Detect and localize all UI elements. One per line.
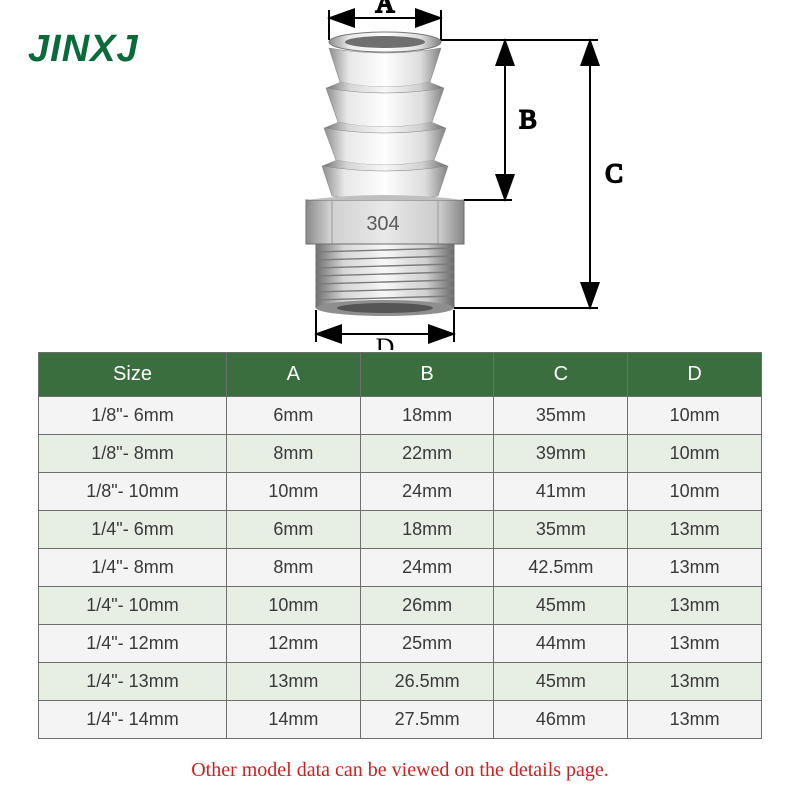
size-table-container: SizeABCD 1/8"- 6mm6mm18mm35mm10mm1/8"- 8… <box>38 352 762 739</box>
table-cell: 10mm <box>628 435 762 473</box>
table-row: 1/8"- 10mm10mm24mm41mm10mm <box>39 473 762 511</box>
table-cell: 26.5mm <box>360 663 494 701</box>
hose-barb-fitting: 304 <box>306 32 464 316</box>
table-cell: 14mm <box>226 701 360 739</box>
table-cell: 1/8"- 8mm <box>39 435 227 473</box>
table-cell: 10mm <box>628 473 762 511</box>
size-table: SizeABCD 1/8"- 6mm6mm18mm35mm10mm1/8"- 8… <box>38 352 762 739</box>
table-cell: 18mm <box>360 397 494 435</box>
table-cell: 13mm <box>628 625 762 663</box>
table-cell: 10mm <box>226 587 360 625</box>
table-cell: 12mm <box>226 625 360 663</box>
table-cell: 10mm <box>226 473 360 511</box>
table-cell: 45mm <box>494 587 628 625</box>
table-cell: 13mm <box>628 663 762 701</box>
table-cell: 1/4"- 13mm <box>39 663 227 701</box>
table-cell: 44mm <box>494 625 628 663</box>
dimension-diagram: 304 <box>0 0 800 350</box>
dim-label-a: A <box>376 0 395 18</box>
table-cell: 1/4"- 10mm <box>39 587 227 625</box>
table-cell: 26mm <box>360 587 494 625</box>
table-body: 1/8"- 6mm6mm18mm35mm10mm1/8"- 8mm8mm22mm… <box>39 397 762 739</box>
table-row: 1/4"- 14mm14mm27.5mm46mm13mm <box>39 701 762 739</box>
table-cell: 8mm <box>226 435 360 473</box>
table-cell: 24mm <box>360 473 494 511</box>
table-cell: 13mm <box>226 663 360 701</box>
table-cell: 1/4"- 6mm <box>39 511 227 549</box>
dim-label-d: D <box>376 333 395 350</box>
table-header-cell: C <box>494 353 628 397</box>
table-row: 1/8"- 6mm6mm18mm35mm10mm <box>39 397 762 435</box>
table-cell: 18mm <box>360 511 494 549</box>
footnote-text: Other model data can be viewed on the de… <box>0 759 800 782</box>
table-cell: 1/4"- 8mm <box>39 549 227 587</box>
table-cell: 6mm <box>226 511 360 549</box>
table-row: 1/4"- 13mm13mm26.5mm45mm13mm <box>39 663 762 701</box>
table-cell: 13mm <box>628 701 762 739</box>
table-header-cell: B <box>360 353 494 397</box>
table-row: 1/8"- 8mm8mm22mm39mm10mm <box>39 435 762 473</box>
table-cell: 46mm <box>494 701 628 739</box>
table-row: 1/4"- 10mm10mm26mm45mm13mm <box>39 587 762 625</box>
table-cell: 27.5mm <box>360 701 494 739</box>
material-stamp: 304 <box>366 213 399 235</box>
table-cell: 22mm <box>360 435 494 473</box>
table-header-cell: Size <box>39 353 227 397</box>
table-cell: 35mm <box>494 511 628 549</box>
dim-label-b: B <box>519 105 536 134</box>
table-cell: 39mm <box>494 435 628 473</box>
table-cell: 41mm <box>494 473 628 511</box>
table-row: 1/4"- 12mm12mm25mm44mm13mm <box>39 625 762 663</box>
table-cell: 24mm <box>360 549 494 587</box>
table-cell: 13mm <box>628 511 762 549</box>
dim-label-c: C <box>605 159 622 188</box>
table-cell: 25mm <box>360 625 494 663</box>
table-cell: 13mm <box>628 587 762 625</box>
table-cell: 1/8"- 6mm <box>39 397 227 435</box>
table-header-cell: A <box>226 353 360 397</box>
table-cell: 35mm <box>494 397 628 435</box>
table-cell: 6mm <box>226 397 360 435</box>
table-cell: 1/8"- 10mm <box>39 473 227 511</box>
table-header-row: SizeABCD <box>39 353 762 397</box>
table-cell: 42.5mm <box>494 549 628 587</box>
table-cell: 10mm <box>628 397 762 435</box>
table-cell: 8mm <box>226 549 360 587</box>
table-row: 1/4"- 6mm6mm18mm35mm13mm <box>39 511 762 549</box>
table-row: 1/4"- 8mm8mm24mm42.5mm13mm <box>39 549 762 587</box>
table-cell: 45mm <box>494 663 628 701</box>
table-cell: 13mm <box>628 549 762 587</box>
table-header-cell: D <box>628 353 762 397</box>
table-cell: 1/4"- 12mm <box>39 625 227 663</box>
table-cell: 1/4"- 14mm <box>39 701 227 739</box>
